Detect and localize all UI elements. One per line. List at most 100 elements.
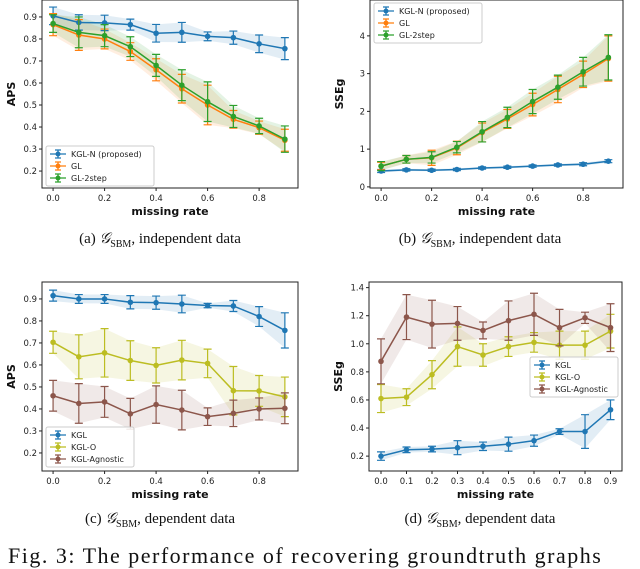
legend-entry: KGL-N (proposed) [71,150,142,159]
y-tick-label: 1 [360,145,365,155]
series-line [381,160,609,172]
x-tick-label: 0.8 [578,477,592,487]
data-point [179,357,185,363]
data-point [127,43,134,50]
legend-marker-dot [55,175,61,181]
data-point [504,114,511,121]
x-tick-label: 0.0 [46,194,60,204]
data-point [230,387,237,394]
data-point [101,399,108,405]
data-point [179,407,185,413]
y-tick-label: 0.4 [350,424,364,434]
data-point [204,98,211,105]
caption-subscript: SBM [116,519,138,530]
legend-marker-dot [383,8,389,14]
data-point [127,410,134,417]
y-tick-label: 3 [360,70,365,80]
y-tick-label: 0.8 [350,368,364,378]
error-band [381,35,609,170]
caption-text: , dependent data [137,511,236,527]
x-tick-label: 0.0 [374,477,388,487]
caption-subscript: SBM [110,239,132,250]
data-point [282,45,288,52]
y-tick-label: 0 [360,183,365,193]
caption-d: (d) 𝒢SBM, dependent data [320,510,640,530]
data-point [403,156,410,163]
y-tick-label: 0.6 [23,361,37,371]
data-point [555,84,561,91]
data-point [429,371,435,378]
data-point [256,388,262,394]
caption-subscript: SBM [430,239,452,250]
data-point [403,167,410,173]
y-axis-label: APS [5,82,18,107]
x-axis-label: missing rate [457,488,534,501]
data-point [378,163,384,169]
data-point [204,302,211,309]
y-tick-label: 0.7 [23,339,37,349]
y-tick-label: 0.4 [23,123,37,133]
chart-b: 0.0 0.2 0.4 0.6 0.8 0 1 2 3 4 missing rate SSEg KGL-… [333,0,624,218]
data-point [179,82,185,88]
data-point [429,446,435,452]
caption-text: , independent data [451,231,562,247]
data-point [605,54,612,61]
data-point [529,98,536,105]
legend: KGL-N (proposed) GL GL-2step [45,145,155,187]
data-point [582,428,588,435]
data-point [179,29,185,36]
data-point [454,166,460,173]
y-tick-label: 0.6 [23,79,37,89]
data-point [127,299,134,306]
data-point [378,358,384,365]
y-tick-label: 0.2 [23,167,37,177]
caption-label: (d) [404,511,423,527]
legend-marker-dot [539,362,545,368]
legend-entry: GL [399,19,410,28]
legend: KGL KGL-O KGL-Agnostic [45,426,135,468]
error-band [53,14,285,153]
x-tick-label: 0.0 [374,194,388,204]
caption-a: (a) 𝒢SBM, independent data [0,230,320,250]
y-tick-label: 0.5 [23,383,37,393]
error-band [53,13,285,152]
y-tick-label: 0.2 [350,452,364,462]
data-point [429,321,435,327]
data-point [76,400,82,407]
error-band [381,159,609,173]
legend-marker-dot [383,20,389,26]
caption-label: (b) [398,231,417,247]
series-line [52,341,286,398]
y-tick-label: 0.4 [23,405,37,415]
caption-text: , independent data [131,231,241,247]
legend-entry: KGL-O [555,373,580,382]
data-point [378,453,384,459]
figure-caption: Fig. 3: The performance of recovering gr… [8,543,603,568]
x-tick-label: 0.4 [149,477,163,487]
data-point [454,144,460,151]
x-tick-label: 0.6 [527,477,541,487]
x-tick-label: 0.2 [425,194,439,204]
data-point [101,350,108,356]
y-axis-label: SSEg [333,79,346,110]
caption-symbol: 𝒢 [99,231,111,247]
legend: KGL KGL-O KGL-Agnostic [529,356,619,398]
data-point [607,324,614,331]
data-point [555,162,561,168]
x-tick-label: 0.8 [252,477,266,487]
data-point [153,362,159,369]
x-tick-label: 0.6 [201,194,215,204]
caption-subscript: SBM [436,519,458,530]
y-tick-label: 0.3 [23,427,37,437]
data-point [101,32,108,39]
data-point [230,34,237,41]
y-tick-label: 0.8 [23,317,37,327]
error-band [53,328,285,417]
caption-c: (c) 𝒢SBM, dependent data [0,510,320,530]
data-point [531,437,537,444]
y-tick-label: 0.9 [23,295,37,305]
y-tick-label: 0.9 [23,13,37,23]
error-band [380,293,611,384]
chart-d: 0.0 0.1 0.2 0.3 0.4 0.5 0.6 0.7 0.8 0.9 0.2 0.4 0.6 0… [332,281,623,501]
